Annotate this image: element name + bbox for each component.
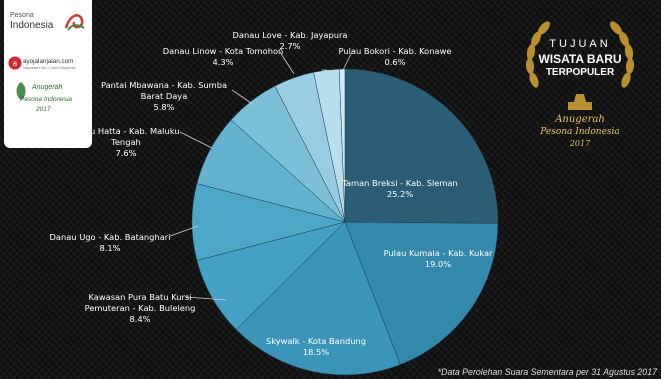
slice-value-text: 2.7%: [279, 41, 300, 51]
slice-name-text: Danau Linow - Kota Tomohon: [163, 46, 284, 56]
logo-panel: Pesona Indonesia a ayojalanjalan.com Ind…: [4, 0, 92, 148]
slice-name-text: Kawasan Pura Batu Kursi: [88, 292, 191, 302]
anugerah-logo-line2: Pesona Indonesia: [20, 96, 73, 103]
anugerah-logo-line1: Anugerah: [32, 84, 63, 91]
slice-value-text: 19.0%: [425, 259, 451, 269]
slice-name-text: Barat Daya: [141, 91, 188, 101]
pie-slice: [344, 221, 499, 365]
ayojalanjalan-logo-text: ayojalanjalan.com: [23, 58, 74, 65]
pesona-indonesia-logo: Pesona: [10, 12, 34, 19]
slice-name-text: Pulau Kumala - Kab. Kukar: [384, 248, 493, 258]
slice-value-text: 8.1%: [99, 243, 120, 253]
slice-value-text: 7.6%: [115, 148, 136, 158]
slice-name-text: Taman Breksi - Kab. Sleman: [341, 178, 458, 188]
slice-name-text: Pemuteran - Kab. Buleleng: [85, 303, 196, 313]
award-line2: WISATA BARU: [538, 52, 622, 66]
ayojalanjalan-logo-icon: a: [8, 56, 22, 70]
pie-slice: [338, 68, 346, 223]
leader-line: [169, 225, 199, 237]
slice-name-text: Pantai Mbawana - Kab. Sumba: [101, 80, 227, 90]
slice-name-text: Skywalk - Kota Bandung: [266, 336, 366, 346]
leader-line: [179, 131, 213, 149]
slice-name-text: Pulau Bokori - Kab. Konawe: [339, 46, 452, 56]
award-line4: Anugerah: [555, 114, 605, 125]
slice-value-text: 5.8%: [153, 102, 174, 112]
leader-line: [342, 51, 353, 71]
ayojalanjalan-tagline: Indonesia's No.1 Travel Magazine: [23, 66, 76, 70]
anugerah-logo-line3: 2017: [36, 106, 51, 113]
award-line1: TUJUAN: [549, 38, 611, 50]
slice-name-text: Tengah: [110, 137, 141, 147]
pie-slice: [235, 221, 401, 376]
footnote: *Data Perolehan Suara Sementara per 31 A…: [437, 367, 657, 377]
award-line5: Pesona Indonesia: [540, 127, 620, 137]
pie-slice: [344, 68, 499, 224]
anugerah-ornament-icon: [16, 82, 26, 100]
award-line3: TERPOPULER: [545, 67, 615, 78]
pesona-indonesia-logo-text: Indonesia: [10, 20, 54, 31]
leader-line: [279, 51, 295, 75]
slice-name-text: Danau Ugo - Kab. Batanghari: [49, 232, 170, 242]
leader-line: [231, 89, 255, 106]
svg-text:a: a: [13, 59, 18, 68]
slice-value-text: 0.6%: [384, 57, 405, 67]
laurel-wreath-icon: [525, 21, 635, 110]
slice-name-text: Pulau Hatta - Kab. Maluku: [72, 126, 179, 136]
slice-value-text: 8.4%: [129, 314, 150, 324]
award-badge: TUJUAN WISATA BARU TERPOPULER Anugerah P…: [520, 10, 640, 160]
slice-name-text: Danau Love - Kab. Jayapura: [232, 30, 347, 40]
slice-value-text: 4.3%: [212, 57, 233, 67]
leader-line: [185, 296, 227, 301]
slice-value-text: 25.2%: [387, 189, 413, 199]
slice-value-text: 18.5%: [303, 347, 329, 357]
award-line6: 2017: [569, 139, 591, 148]
pesona-swirl-icon: [64, 14, 85, 31]
